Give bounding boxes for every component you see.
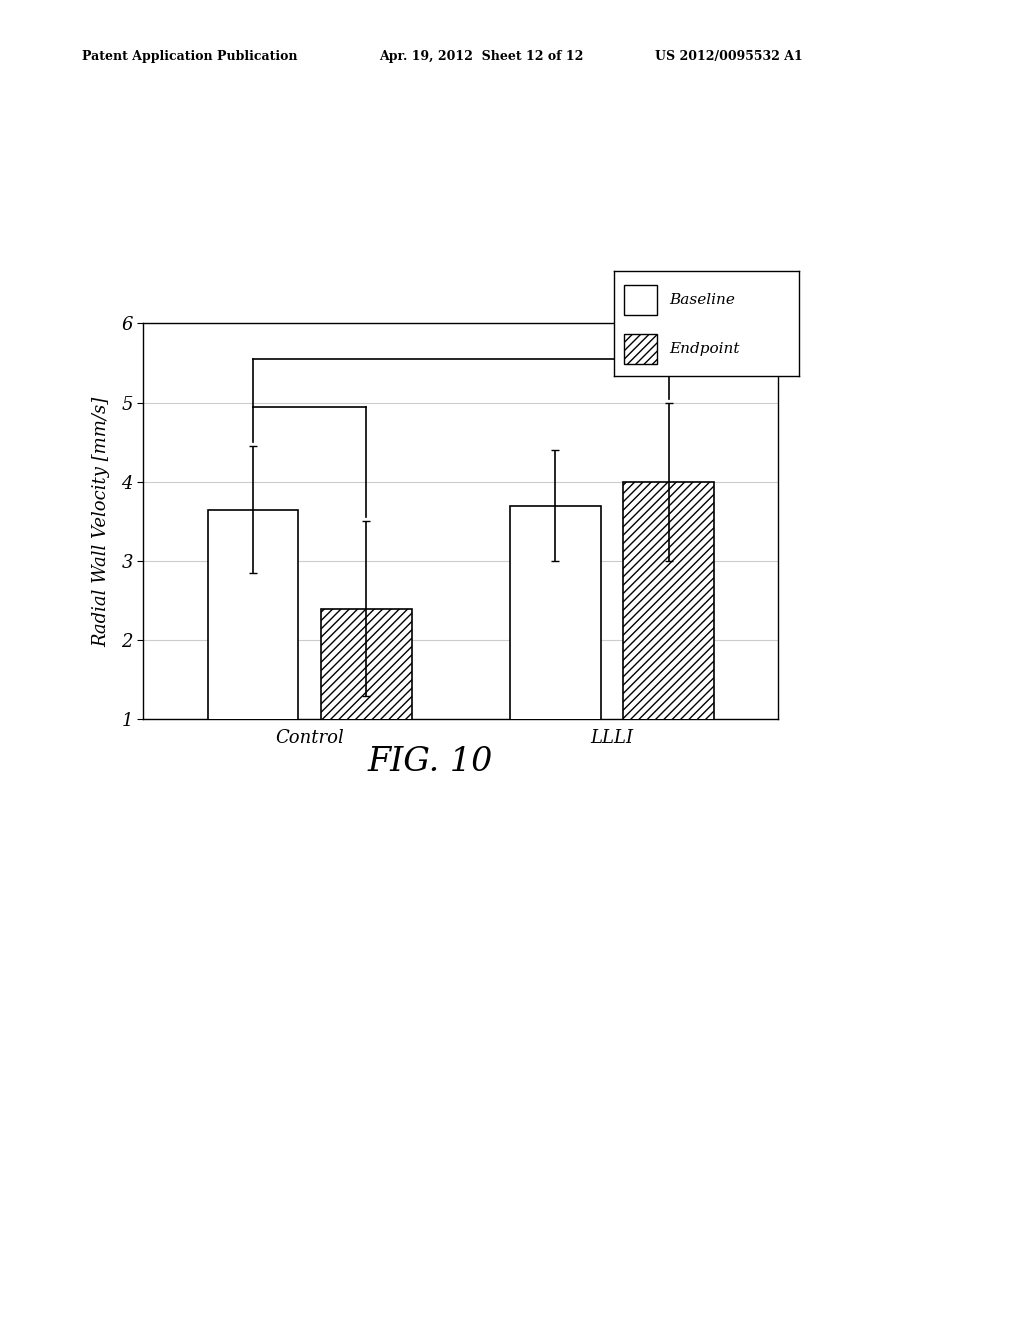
Text: US 2012/0095532 A1: US 2012/0095532 A1 <box>655 50 803 63</box>
Bar <box>208 510 298 799</box>
Text: Patent Application Publication: Patent Application Publication <box>82 50 297 63</box>
Text: FIG. 10: FIG. 10 <box>368 746 493 777</box>
Bar <box>510 506 601 799</box>
Text: Endpoint: Endpoint <box>670 342 740 356</box>
Y-axis label: Radial Wall Velocity [mm/s]: Radial Wall Velocity [mm/s] <box>92 396 111 647</box>
Bar <box>624 482 714 799</box>
Text: Baseline: Baseline <box>670 293 735 308</box>
Text: Apr. 19, 2012  Sheet 12 of 12: Apr. 19, 2012 Sheet 12 of 12 <box>379 50 584 63</box>
Bar <box>321 609 412 799</box>
Bar <box>624 334 656 363</box>
Bar <box>624 285 656 315</box>
